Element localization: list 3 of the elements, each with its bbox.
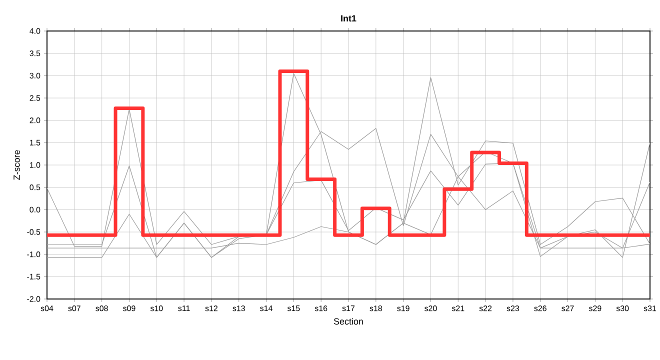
- y-axis-title: Z-score: [14, 150, 20, 180]
- chart-title: Int1: [341, 15, 356, 22]
- x-axis-title: Section: [334, 318, 363, 325]
